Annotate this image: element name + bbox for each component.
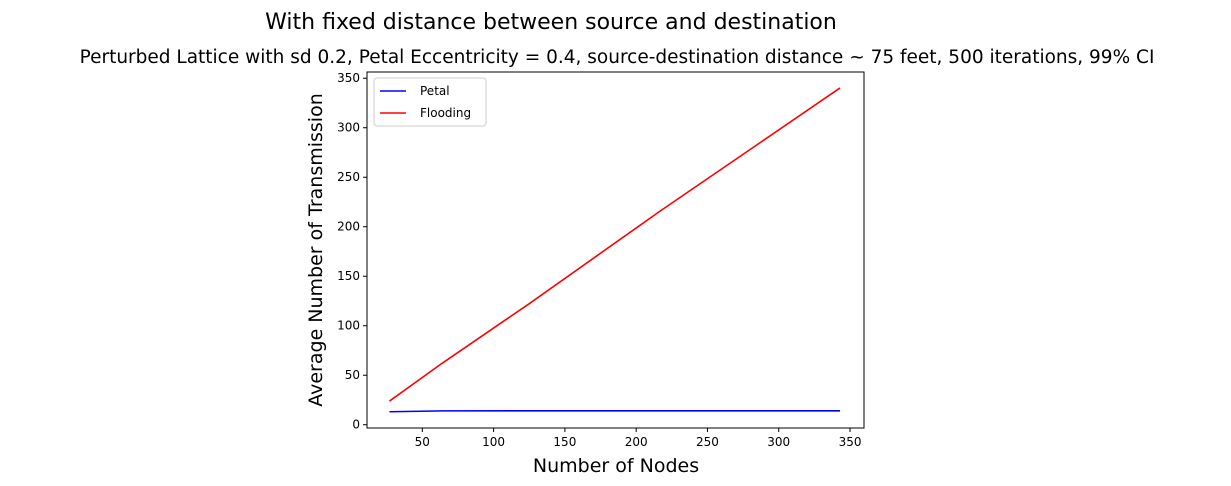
series-line-flooding: [389, 87, 841, 402]
axes-frame: [366, 71, 865, 429]
x-tick-label: 350: [839, 435, 862, 449]
y-tick-label: 50: [345, 368, 360, 382]
legend-label-flooding: Flooding: [420, 106, 471, 120]
legend-label-petal: Petal: [420, 84, 450, 98]
legend: Petal Flooding: [373, 77, 487, 127]
x-tick-label: 50: [415, 435, 430, 449]
y-axis-ticks: 0 50 100 150 200 250 300 350: [337, 71, 367, 432]
chart-suptitle: With fixed distance between source and d…: [265, 10, 837, 35]
y-tick-label: 300: [337, 121, 360, 135]
x-axis-ticks: 50 100 150 200 250 300 350: [415, 428, 862, 449]
y-tick-label: 200: [337, 220, 360, 234]
x-tick-label: 200: [625, 435, 648, 449]
y-tick-label: 100: [337, 319, 360, 333]
plot-area: [389, 87, 841, 413]
y-axis-label: Average Number of Transmission: [305, 93, 327, 407]
x-tick-label: 300: [767, 435, 790, 449]
x-tick-label: 150: [553, 435, 576, 449]
y-tick-label: 0: [352, 418, 360, 432]
y-tick-label: 350: [337, 71, 360, 85]
y-tick-label: 250: [337, 170, 360, 184]
legend-box: [373, 77, 487, 127]
y-tick-label: 150: [337, 269, 360, 283]
x-tick-label: 100: [482, 435, 505, 449]
x-axis-label: Number of Nodes: [533, 455, 699, 477]
x-tick-label: 250: [696, 435, 719, 449]
series-line-petal: [389, 409, 841, 413]
chart-title: Perturbed Lattice with sd 0.2, Petal Ecc…: [80, 47, 1155, 68]
